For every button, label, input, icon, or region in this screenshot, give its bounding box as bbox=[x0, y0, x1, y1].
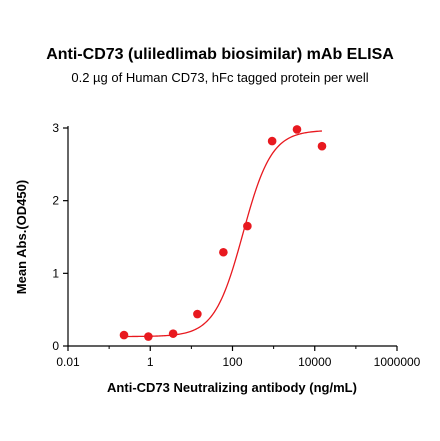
chart-subtitle: 0.2 µg of Human CD73, hFc tagged protein… bbox=[71, 70, 369, 85]
data-point bbox=[292, 125, 302, 134]
data-point bbox=[144, 332, 153, 341]
x-tick-label: 1 bbox=[147, 355, 154, 369]
y-tick-label: 2 bbox=[52, 194, 59, 208]
y-tick-label: 0 bbox=[52, 339, 59, 353]
axes bbox=[67, 126, 397, 347]
x-axis-ticks: 0.01 1 100 10000 1000000 bbox=[56, 346, 421, 369]
y-tick-label: 3 bbox=[52, 121, 59, 135]
data-point bbox=[243, 221, 252, 231]
data-point bbox=[219, 247, 228, 257]
y-axis-ticks: 0 1 2 3 bbox=[52, 121, 68, 353]
x-tick-label: 100 bbox=[222, 355, 242, 369]
chart-title: Anti-CD73 (uliledlimab biosimilar) mAb E… bbox=[46, 46, 394, 63]
data-point bbox=[193, 309, 202, 319]
data-point bbox=[317, 141, 327, 151]
data-points bbox=[119, 125, 327, 341]
data-point bbox=[267, 136, 277, 146]
data-point bbox=[119, 330, 129, 340]
fit-curve bbox=[124, 130, 323, 338]
data-point bbox=[168, 329, 178, 338]
x-tick-label: 1000000 bbox=[374, 355, 421, 369]
y-axis-label: Mean Abs.(OD450) bbox=[14, 180, 29, 294]
x-tick-label: 0.01 bbox=[56, 355, 80, 369]
y-tick-label: 1 bbox=[52, 266, 59, 280]
x-axis-label: Anti-CD73 Neutralizing antibody (ng/mL) bbox=[107, 380, 357, 395]
x-tick-label: 10000 bbox=[298, 355, 332, 369]
